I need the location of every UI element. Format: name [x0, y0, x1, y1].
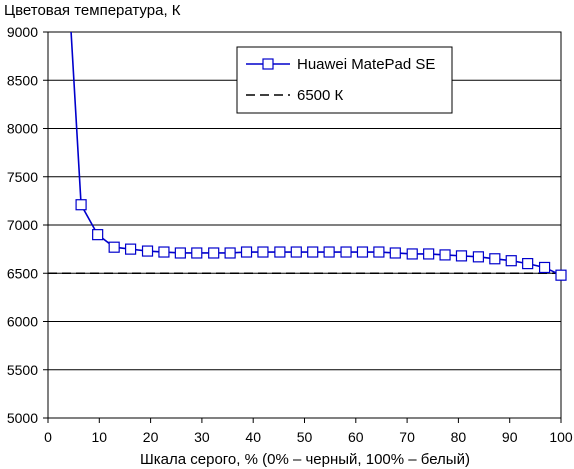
data-point: [406, 248, 418, 260]
data-point: [274, 246, 286, 258]
data-point: [290, 246, 302, 258]
x-tick-label: 0: [44, 429, 52, 445]
data-point: [208, 247, 220, 259]
x-tick-label: 80: [451, 429, 467, 445]
data-point: [472, 251, 485, 263]
data-point: [257, 246, 269, 258]
legend: Huawei MatePad SE 6500 К: [236, 46, 453, 114]
x-tick-label: 10: [92, 429, 108, 445]
y-tick-label: 8000: [7, 121, 38, 137]
data-point: [307, 246, 319, 258]
x-tick-label: 50: [297, 429, 313, 445]
y-tick-label: 8500: [7, 72, 38, 88]
x-tick-label: 40: [245, 429, 261, 445]
data-point: [340, 246, 352, 258]
data-point: [323, 246, 335, 258]
y-tick-label: 7500: [7, 169, 38, 185]
data-point: [224, 247, 236, 259]
data-point: [124, 243, 137, 255]
data-point: [389, 247, 401, 259]
y-tick-label: 6500: [7, 265, 38, 281]
data-point: [174, 247, 186, 259]
legend-marker-huawei: [262, 58, 274, 70]
x-tick-label: 60: [348, 429, 364, 445]
x-tick-label: 100: [549, 429, 573, 445]
data-point: [356, 246, 369, 258]
x-tick-label: 30: [194, 429, 210, 445]
data-point: [240, 246, 253, 258]
data-point: [75, 199, 87, 211]
data-point: [108, 241, 120, 253]
data-point: [522, 258, 534, 270]
legend-box: [236, 46, 453, 114]
data-point: [455, 250, 468, 262]
x-axis-ticks: 0 10 20 30 40 50 60 70 80 90 100: [44, 418, 573, 445]
data-point: [191, 247, 203, 259]
x-tick-label: 90: [502, 429, 518, 445]
data-point: [505, 255, 517, 267]
legend-label-6500: 6500 К: [297, 87, 344, 104]
y-axis-label: Цветовая температура, К: [4, 2, 181, 19]
data-point: [555, 269, 567, 281]
y-tick-label: 5000: [7, 410, 38, 426]
data-point: [489, 253, 501, 265]
data-point: [538, 261, 551, 274]
x-axis-label: Шкала серого, % (0% – черный, 100% – бел…: [140, 451, 470, 468]
y-axis-ticks: 5000 5500 6000 6500 7000 7500 8000 8500 9000: [7, 24, 48, 426]
data-point: [92, 229, 104, 241]
y-tick-label: 9000: [7, 24, 38, 40]
data-point: [423, 248, 435, 260]
data-point: [373, 246, 385, 258]
y-tick-label: 7000: [7, 217, 38, 233]
x-tick-label: 20: [143, 429, 159, 445]
x-tick-label: 70: [399, 429, 415, 445]
data-point: [141, 245, 154, 257]
data-point: [158, 246, 170, 258]
legend-label-huawei: Huawei MatePad SE: [297, 56, 435, 73]
y-tick-label: 5500: [7, 362, 38, 378]
series-layer: [48, 31, 567, 281]
data-point: [439, 249, 451, 261]
y-tick-label: 6000: [7, 314, 38, 330]
